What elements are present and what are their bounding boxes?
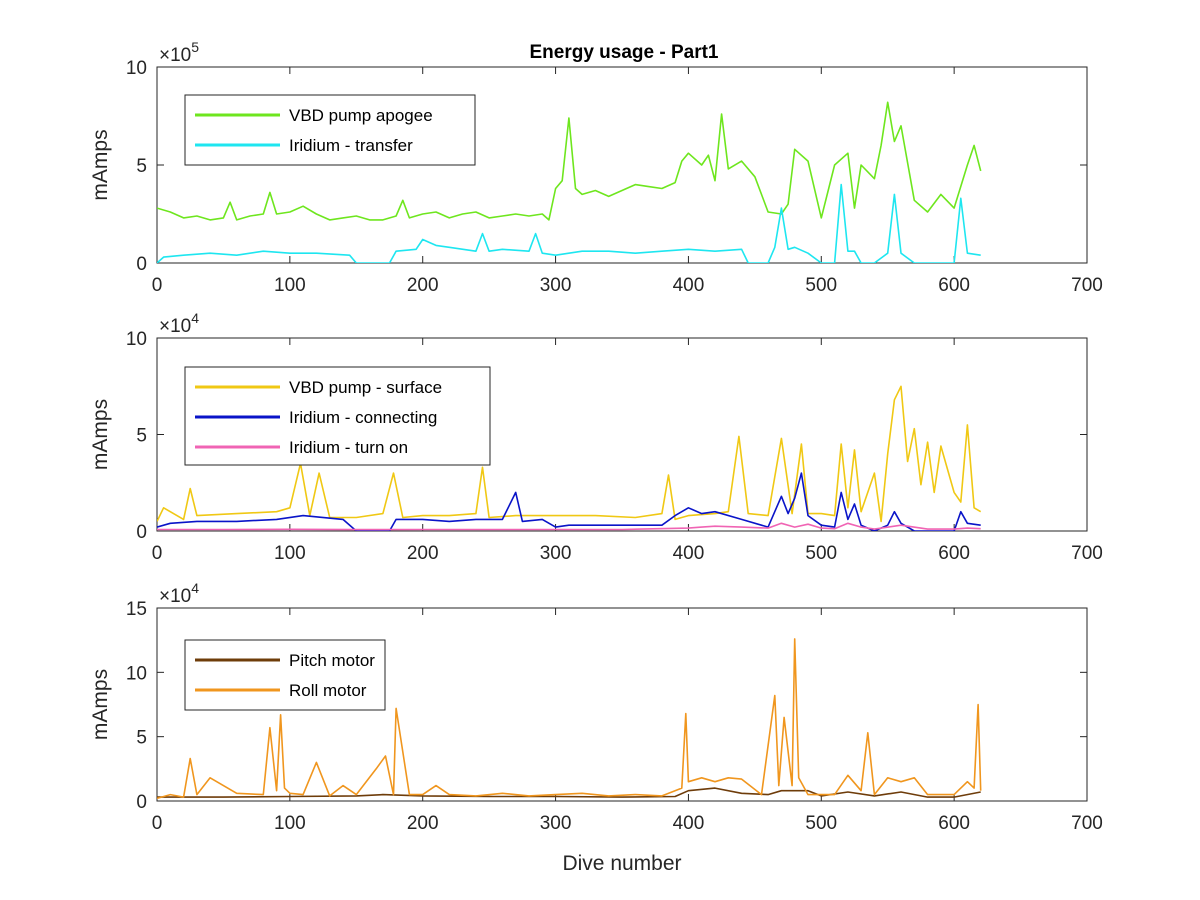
legend-label-pitch-motor: Pitch motor: [289, 651, 375, 670]
y-tick-label: 10: [126, 663, 147, 684]
x-tick-label: 400: [673, 543, 705, 564]
x-tick-label: 500: [805, 543, 837, 564]
y-axis-label: mAmps: [89, 669, 112, 740]
y-tick-label: 5: [136, 426, 147, 447]
y-tick-label: 0: [136, 254, 147, 275]
x-tick-label: 100: [274, 275, 306, 296]
legend-box: [184, 639, 386, 711]
x-tick-label: 500: [805, 813, 837, 834]
y-tick-label: 5: [136, 156, 147, 177]
exponent-base: ×10: [159, 586, 191, 607]
figure-title: Energy usage - Part1: [529, 42, 718, 63]
x-tick-label: 200: [407, 543, 439, 564]
x-tick-label: 600: [938, 543, 970, 564]
series-line-roll-motor: [157, 638, 982, 800]
x-axis-label: Dive number: [562, 852, 681, 875]
y-tick-label: 0: [136, 792, 147, 813]
x-tick-label: 200: [407, 813, 439, 834]
exponent-base: ×10: [159, 316, 191, 337]
x-tick-label: 300: [540, 275, 572, 296]
x-tick-label: 100: [274, 543, 306, 564]
x-tick-label: 200: [407, 275, 439, 296]
x-tick-label: 600: [938, 813, 970, 834]
legend-label-iridium-transfer: Iridium - transfer: [289, 136, 413, 155]
series-line-vbd-pump-apogee: [157, 101, 982, 221]
x-tick-label: 500: [805, 275, 837, 296]
x-tick-label: 700: [1071, 813, 1103, 834]
legend: Pitch motor Roll motor: [184, 639, 386, 711]
x-tick-label: 700: [1071, 275, 1103, 296]
series-line-pitch-motor: [157, 787, 981, 798]
legend: VBD pump - surface Iridium - connecting Ir…: [184, 366, 491, 466]
legend-label-roll-motor: Roll motor: [289, 681, 367, 700]
x-tick-label: 700: [1071, 543, 1103, 564]
exponent-power: 4: [191, 580, 199, 596]
series-line-vbd-pump-surface: [157, 385, 982, 523]
legend-box: [184, 94, 476, 166]
series-line-iridium-connecting: [157, 472, 981, 531]
exponent-power: 5: [191, 39, 199, 55]
y-exponent-label: ×105: [159, 39, 199, 66]
y-tick-label: 10: [126, 58, 147, 79]
y-axis-label: mAmps: [89, 129, 112, 200]
x-tick-label: 0: [152, 275, 163, 296]
y-exponent-label: ×104: [159, 310, 199, 337]
y-axis-label: mAmps: [89, 399, 112, 470]
x-tick-label: 400: [673, 275, 705, 296]
series-line-iridium-turn-on: [157, 522, 981, 531]
x-tick-label: 100: [274, 813, 306, 834]
legend: VBD pump apogee Iridium - transfer: [184, 94, 476, 166]
y-tick-label: 0: [136, 522, 147, 543]
legend-label-vbd-pump-apogee: VBD pump apogee: [289, 106, 433, 125]
series-group: [157, 385, 982, 531]
x-tick-label: 400: [673, 813, 705, 834]
panel-3: 0 100 200 300 400 500 600 700 0 5 10 15 ×104 mAmps Div…: [89, 580, 1103, 875]
x-tick-label: 600: [938, 275, 970, 296]
series-line-iridium-transfer: [157, 183, 981, 263]
series-group: [157, 101, 982, 263]
legend-label-vbd-pump-surface: VBD pump - surface: [289, 378, 442, 397]
y-tick-label: 10: [126, 329, 147, 350]
legend-label-iridium-connecting: Iridium - connecting: [289, 408, 437, 427]
series-group: [157, 638, 982, 800]
x-tick-label: 0: [152, 813, 163, 834]
exponent-power: 4: [191, 310, 199, 326]
panel-2: 0 100 200 300 400 500 600 700 0 5 10 ×104 mAmps VBD p…: [89, 310, 1103, 564]
exponent-base: ×10: [159, 45, 191, 66]
legend-label-iridium-turn-on: Iridium - turn on: [289, 438, 408, 457]
x-tick-label: 300: [540, 543, 572, 564]
y-tick-label: 15: [126, 599, 147, 620]
y-exponent-label: ×104: [159, 580, 199, 607]
x-tick-label: 300: [540, 813, 572, 834]
x-tick-label: 0: [152, 543, 163, 564]
y-tick-label: 5: [136, 728, 147, 749]
